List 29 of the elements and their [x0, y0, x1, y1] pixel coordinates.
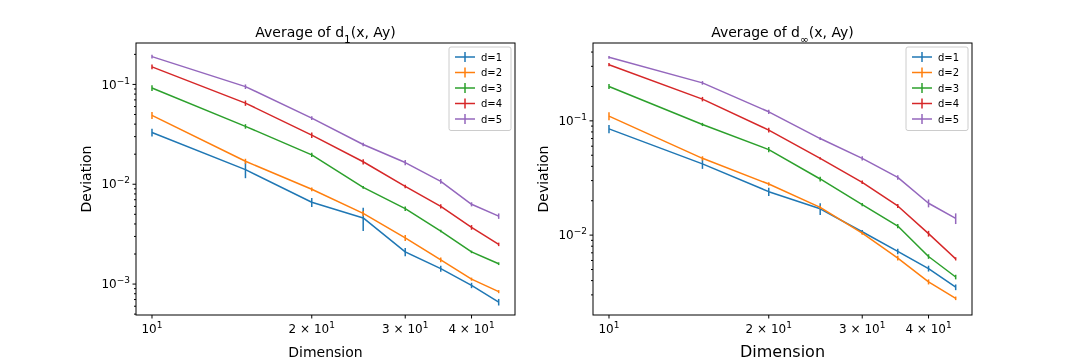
legend-label: d=4 — [938, 98, 960, 109]
legend-label: d=1 — [481, 51, 503, 63]
chart-title: Average of d$_{1}$(x, Ay) — [255, 24, 396, 45]
legend-label: d=1 — [938, 51, 960, 63]
y-axis-title: Deviation — [535, 145, 551, 213]
legend-label: d=3 — [481, 82, 503, 94]
x-axis-title: Dimension — [288, 344, 363, 360]
y-tick-label: 10$^{−1}$ — [101, 75, 130, 92]
y-axis-title: Deviation — [78, 145, 94, 213]
y-tick-label: 10$^{−2}$ — [558, 226, 587, 243]
x-tick-label: 2 × 10$^{1}$ — [288, 320, 335, 336]
x-axis-title: Dimension — [739, 342, 826, 360]
x-tick-label: 4 × 10$^{1}$ — [448, 320, 495, 336]
x-tick-label: 2 × 10$^{1}$ — [745, 320, 792, 336]
chart-title: Average of d$_{∞}$(x, Ay) — [711, 24, 854, 45]
y-tick-label: 10$^{−2}$ — [101, 175, 130, 192]
legend-label: d=4 — [481, 98, 503, 109]
x-tick-label: 3 × 10$^{1}$ — [382, 320, 429, 336]
y-tick-label: 10$^{−1}$ — [558, 112, 587, 129]
legend-label: d=3 — [938, 82, 960, 94]
legend-label: d=5 — [481, 113, 503, 125]
x-tick-label: 10$^{1}$ — [141, 320, 163, 336]
legend-label: d=2 — [481, 67, 503, 78]
x-tick-label: 4 × 10$^{1}$ — [905, 320, 952, 336]
legend-label: d=2 — [938, 67, 960, 78]
y-tick-label: 10$^{−3}$ — [101, 275, 130, 292]
x-tick-label: 10$^{1}$ — [598, 320, 620, 336]
legend-label: d=5 — [938, 113, 960, 125]
x-tick-label: 3 × 10$^{1}$ — [839, 320, 886, 336]
